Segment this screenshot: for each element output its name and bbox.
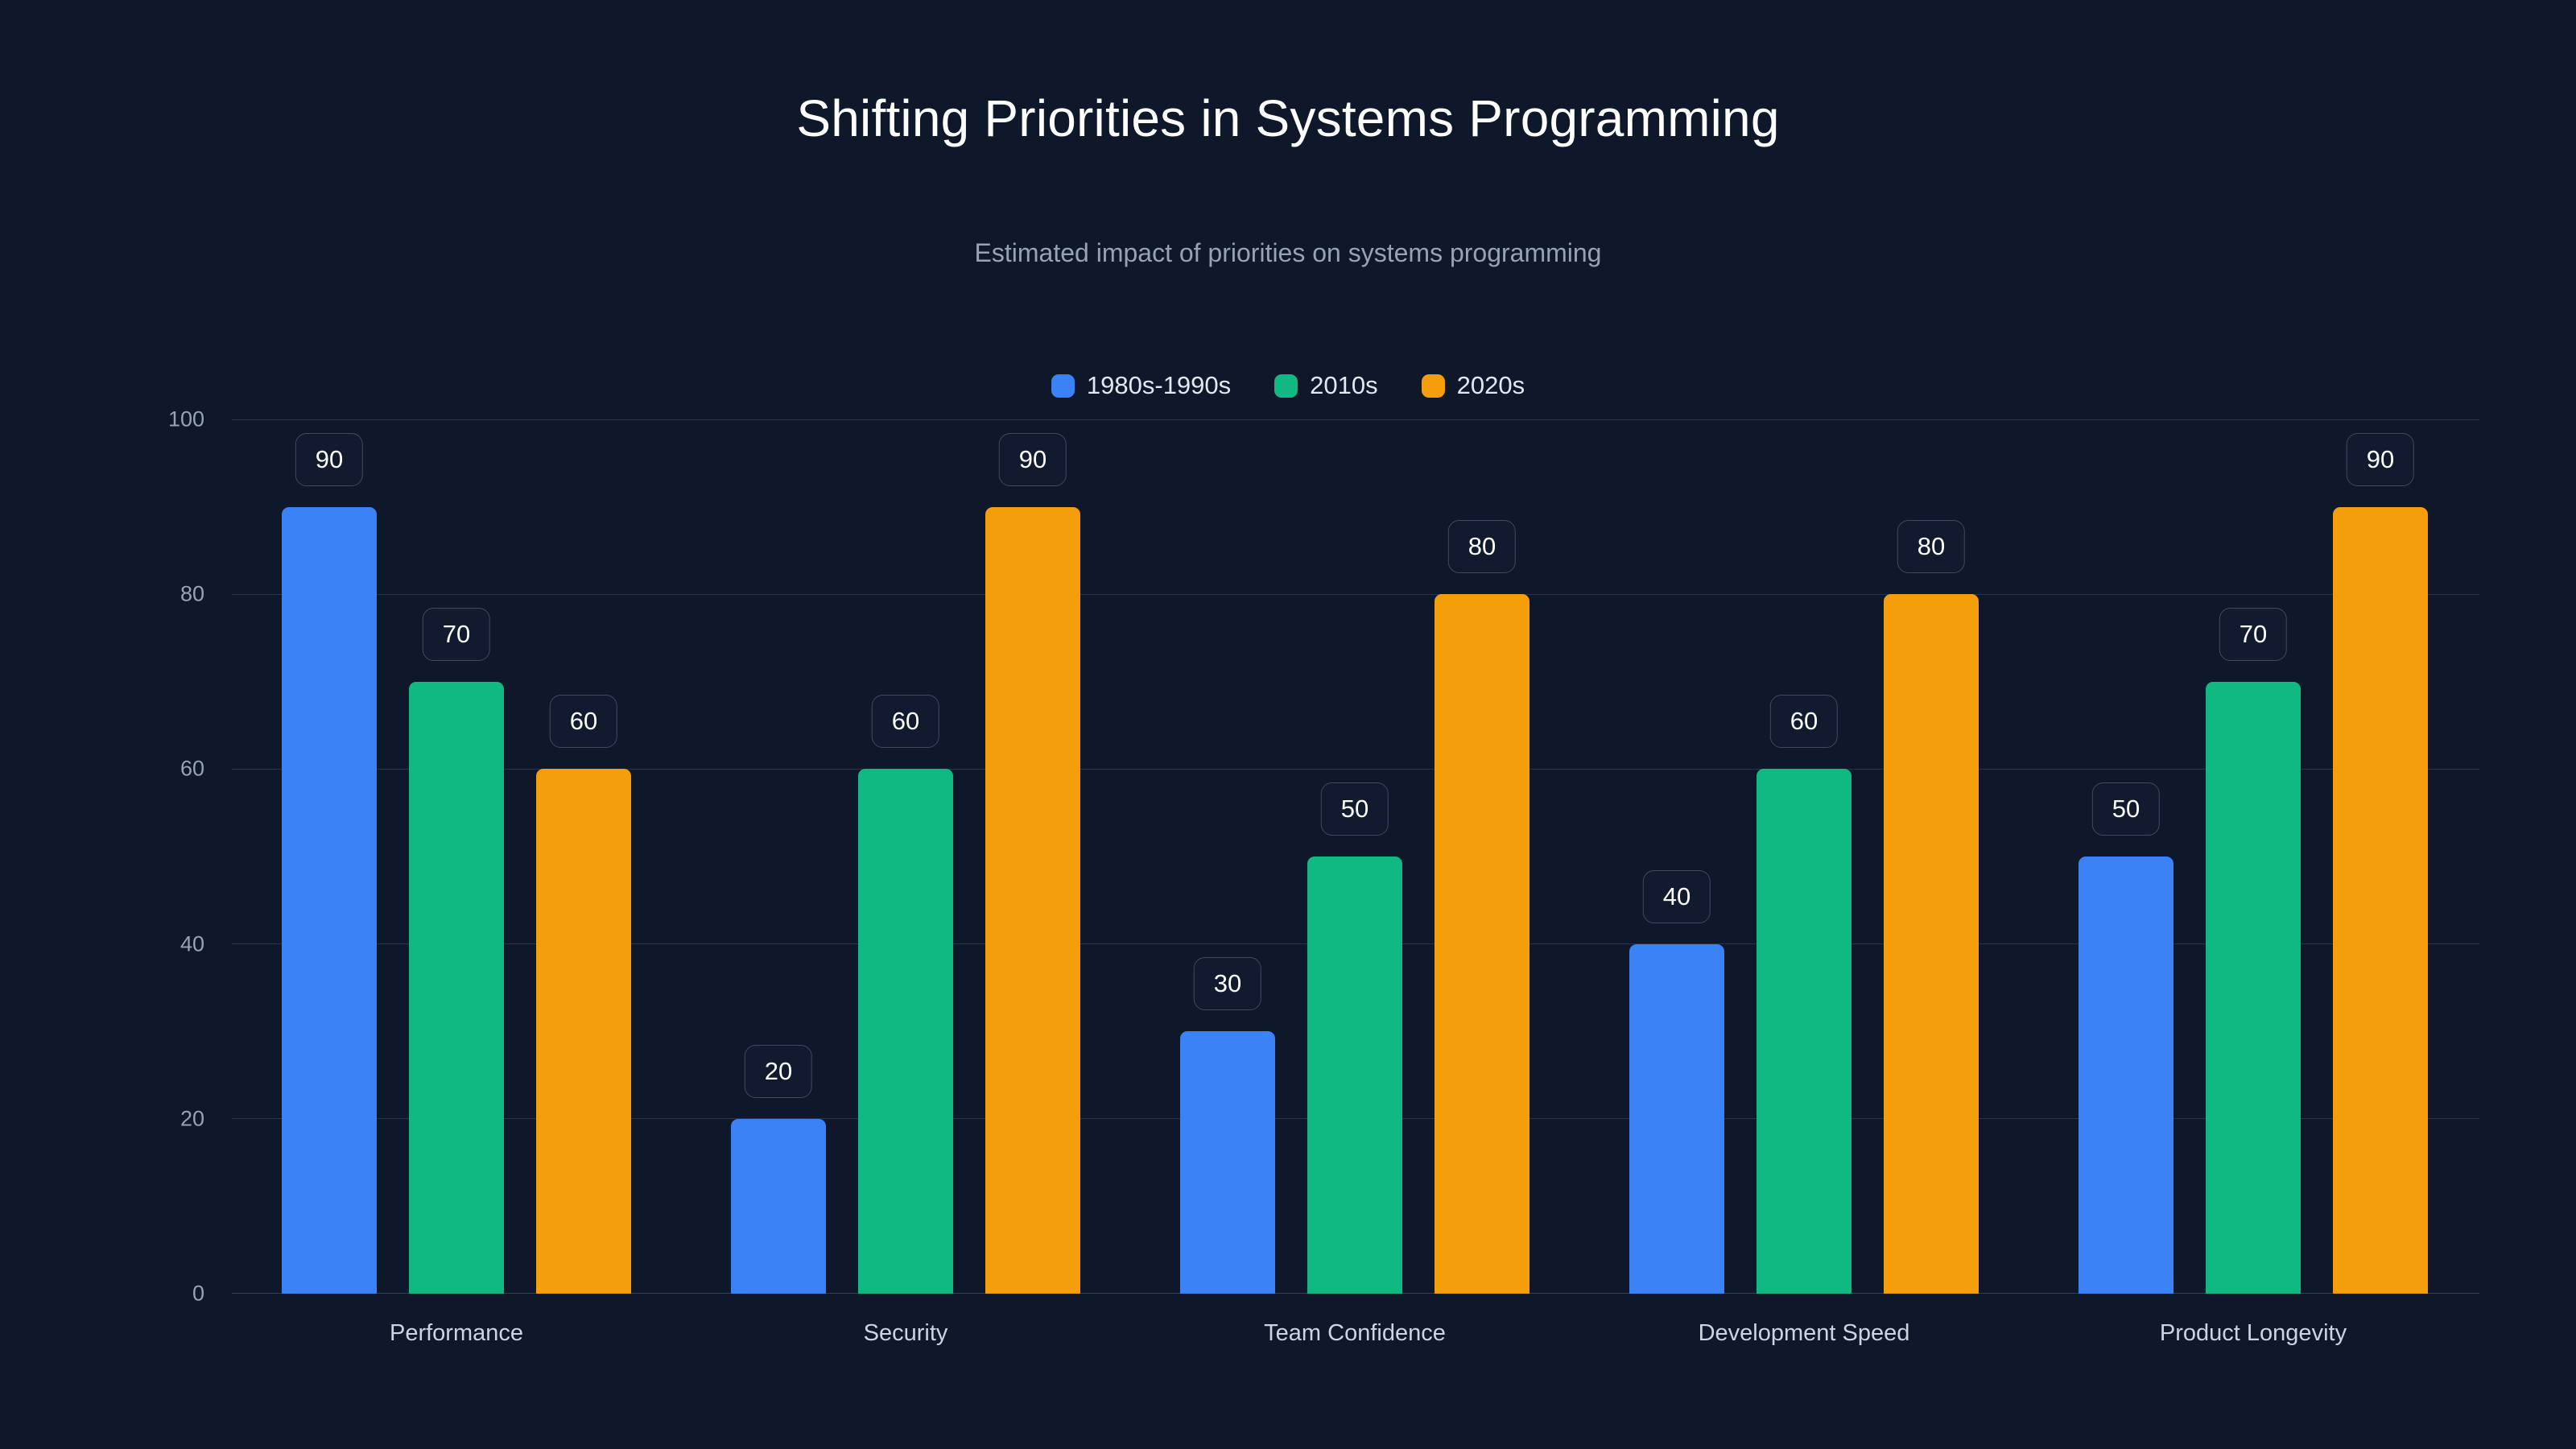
bar-development-speed-1980s-1990s[interactable]: [1629, 943, 1724, 1294]
bar-team-confidence-2020s[interactable]: [1435, 594, 1530, 1294]
value-label-development-speed-2010s: 60: [1769, 695, 1839, 749]
gridline-100: [232, 419, 2479, 420]
bar-product-longevity-1980s-1990s[interactable]: [2079, 857, 2174, 1294]
legend-label-2020s: 2020s: [1456, 371, 1525, 399]
y-tick-0: 0: [192, 1281, 204, 1306]
value-label-performance-1980s-1990s: 90: [295, 432, 364, 486]
value-label-team-confidence-1980s-1990s: 30: [1193, 957, 1262, 1011]
value-label-security-2020s: 90: [998, 432, 1067, 486]
bar-performance-1980s-1990s[interactable]: [282, 506, 377, 1294]
bar-product-longevity-2020s[interactable]: [2333, 506, 2428, 1294]
gridline-80: [232, 594, 2479, 595]
legend-item-2020s[interactable]: 2020s: [1421, 371, 1525, 400]
value-label-performance-2020s: 60: [549, 695, 618, 749]
bar-product-longevity-2010s[interactable]: [2206, 681, 2301, 1294]
legend-swatch-icon-2010s: [1274, 374, 1298, 398]
value-label-product-longevity-1980s-1990s: 50: [2091, 782, 2161, 836]
legend-swatch-icon-2020s: [1421, 374, 1445, 398]
bar-security-1980s-1990s[interactable]: [731, 1118, 826, 1294]
bar-team-confidence-1980s-1990s[interactable]: [1180, 1031, 1275, 1294]
x-tick-security: Security: [863, 1320, 948, 1346]
chart-subtitle: Estimated impact of priorities on system…: [974, 238, 1602, 267]
bar-performance-2010s[interactable]: [409, 681, 504, 1294]
legend-swatch-icon-1980s-1990s: [1051, 374, 1075, 398]
gridline-60: [232, 769, 2479, 770]
chart-legend: 1980s-1990s 2010s 2020s: [0, 371, 2576, 400]
legend-label-2010s: 2010s: [1310, 371, 1378, 399]
x-tick-product-longevity: Product Longevity: [2159, 1320, 2347, 1346]
y-axis-tick-labels: 100 80 60 40 20 0: [0, 407, 232, 1306]
x-tick-team-confidence: Team Confidence: [1264, 1320, 1446, 1346]
y-tick-40: 40: [180, 931, 204, 956]
page-title: Shifting Priorities in Systems Programmi…: [796, 89, 1780, 147]
bar-security-2020s[interactable]: [985, 506, 1080, 1294]
plot-area: 90 70 60 20 60 90 30 50 80 40 60 80 50 7…: [232, 419, 2479, 1294]
value-label-security-2010s: 60: [871, 695, 940, 749]
value-label-security-1980s-1990s: 20: [744, 1044, 813, 1098]
value-label-team-confidence-2020s: 80: [1447, 520, 1517, 574]
value-label-product-longevity-2010s: 70: [2219, 607, 2288, 661]
x-tick-performance: Performance: [389, 1320, 524, 1346]
bar-development-speed-2020s[interactable]: [1884, 594, 1979, 1294]
value-label-development-speed-2020s: 80: [1897, 520, 1966, 574]
legend-item-1980s-1990s[interactable]: 1980s-1990s: [1051, 371, 1231, 400]
legend-item-2010s[interactable]: 2010s: [1274, 371, 1378, 400]
legend-label-1980s-1990s: 1980s-1990s: [1086, 371, 1232, 399]
y-tick-60: 60: [180, 756, 204, 781]
bar-security-2010s[interactable]: [858, 769, 953, 1294]
x-tick-development-speed: Development Speed: [1698, 1320, 1910, 1346]
y-tick-100: 100: [167, 407, 204, 431]
y-tick-80: 80: [180, 581, 204, 606]
value-label-product-longevity-2020s: 90: [2346, 432, 2415, 486]
value-label-performance-2010s: 70: [422, 607, 491, 661]
bar-development-speed-2010s[interactable]: [1757, 769, 1852, 1294]
bar-performance-2020s[interactable]: [536, 769, 631, 1294]
value-label-development-speed-1980s-1990s: 40: [1642, 869, 1711, 923]
y-tick-20: 20: [180, 1106, 204, 1131]
bar-team-confidence-2010s[interactable]: [1307, 857, 1402, 1294]
value-label-team-confidence-2010s: 50: [1320, 782, 1389, 836]
